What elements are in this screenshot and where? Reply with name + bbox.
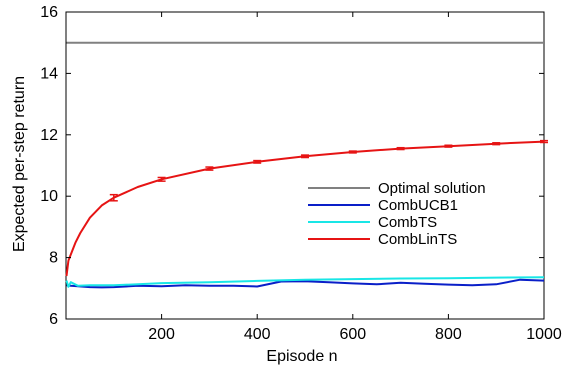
x-tick-label: 400 xyxy=(244,326,271,343)
series-line-combts xyxy=(65,276,545,288)
ticks-layer: 200 400 600 800 1000 6 8 10 12 14 16 xyxy=(40,4,562,343)
errorbar-comblints xyxy=(396,146,405,151)
legend-label-combts: CombTS xyxy=(378,214,437,231)
series-line-comblints xyxy=(65,140,545,277)
y-tick-label: 6 xyxy=(49,311,58,328)
errorbar-comblints xyxy=(301,154,309,159)
errorbar-comblints xyxy=(157,176,166,182)
errorbar-comblints xyxy=(540,139,548,144)
errorbar-comblints xyxy=(205,166,214,171)
series-line-combucb1 xyxy=(66,278,545,289)
legend-label-combucb1: CombUCB1 xyxy=(378,197,458,214)
x-tick-label: 600 xyxy=(339,326,366,343)
x-tick-label: 1000 xyxy=(526,326,562,343)
y-tick-label: 10 xyxy=(40,188,58,205)
errorbar-comblints xyxy=(253,159,262,164)
x-axis-label: Episode n xyxy=(266,348,337,365)
y-tick-label: 14 xyxy=(40,65,58,82)
errorbar-comblints xyxy=(444,144,453,148)
errorbar-comblints xyxy=(109,193,118,202)
legend-label-comblints: CombLinTS xyxy=(378,231,457,248)
y-tick-label: 16 xyxy=(40,4,58,21)
x-tick-label: 200 xyxy=(148,326,175,343)
legend-label-optimal-solution: Optimal solution xyxy=(378,180,486,197)
series-layer xyxy=(65,41,548,289)
errorbar-comblints xyxy=(492,142,501,146)
axes-box xyxy=(65,11,545,320)
x-tick-label: 800 xyxy=(435,326,462,343)
plot-area xyxy=(65,11,545,320)
y-axis-label: Expected per-step return xyxy=(11,76,28,252)
errorbar-comblints xyxy=(348,150,357,154)
y-tick-label: 8 xyxy=(49,250,58,267)
y-tick-label: 12 xyxy=(40,127,58,144)
